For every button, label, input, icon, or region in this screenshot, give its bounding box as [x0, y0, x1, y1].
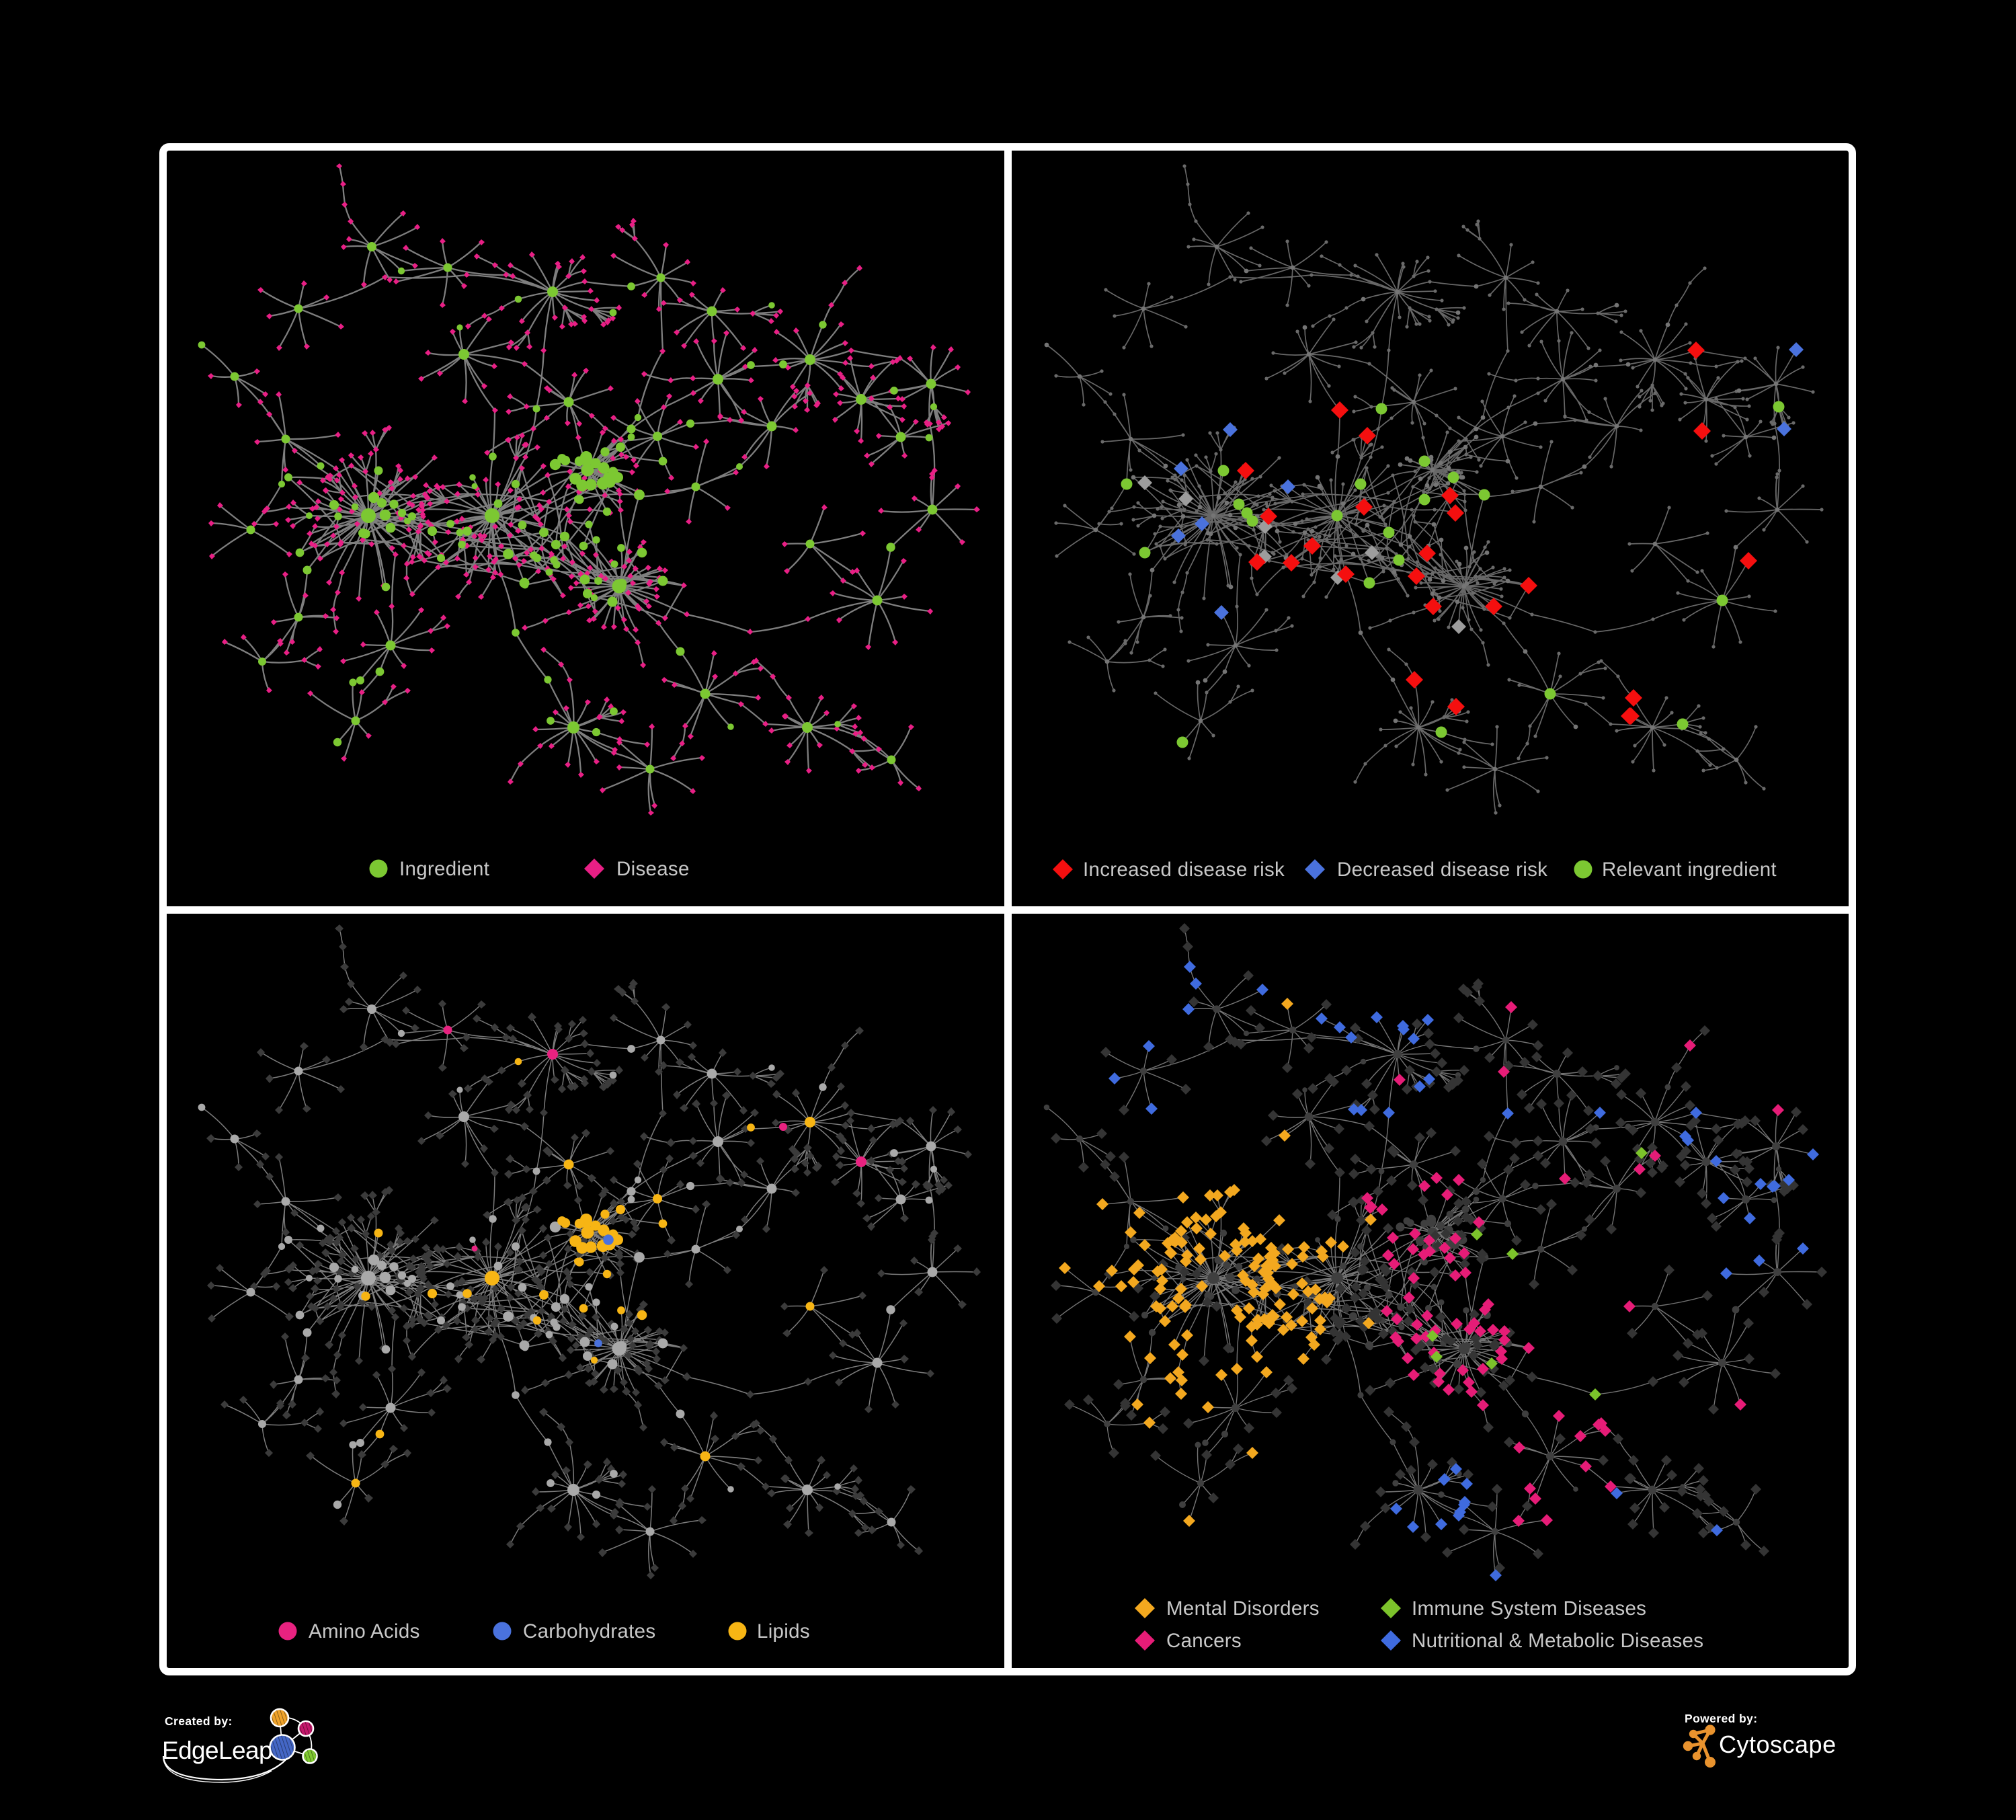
svg-text:Cancers: Cancers — [1166, 1630, 1242, 1652]
svg-text:Ingredient: Ingredient — [399, 858, 489, 880]
svg-text:Decreased disease risk: Decreased disease risk — [1337, 859, 1547, 881]
svg-text:Mental Disorders: Mental Disorders — [1166, 1597, 1320, 1620]
svg-text:Cytoscape: Cytoscape — [1719, 1731, 1837, 1758]
svg-text:Increased disease risk: Increased disease risk — [1083, 859, 1285, 881]
svg-text:Carbohydrates: Carbohydrates — [523, 1620, 655, 1643]
svg-text:Relevant ingredient: Relevant ingredient — [1602, 859, 1777, 881]
svg-text:Nutritional & Metabolic Diseas: Nutritional & Metabolic Diseases — [1412, 1630, 1703, 1652]
svg-text:Powered by:: Powered by: — [1685, 1712, 1757, 1725]
svg-text:Amino Acids: Amino Acids — [309, 1620, 420, 1643]
svg-text:EdgeLeap: EdgeLeap — [162, 1737, 272, 1764]
svg-text:Disease: Disease — [616, 858, 690, 880]
svg-text:Immune System Diseases: Immune System Diseases — [1412, 1597, 1646, 1620]
svg-text:Lipids: Lipids — [757, 1620, 810, 1643]
svg-text:Created by:: Created by: — [165, 1714, 233, 1728]
